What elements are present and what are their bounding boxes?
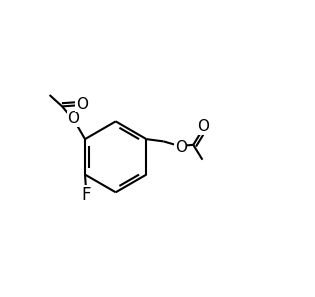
Text: O: O bbox=[197, 119, 209, 134]
Text: O: O bbox=[76, 97, 88, 112]
Text: F: F bbox=[81, 186, 91, 204]
Text: O: O bbox=[175, 140, 187, 155]
Text: O: O bbox=[67, 111, 80, 127]
